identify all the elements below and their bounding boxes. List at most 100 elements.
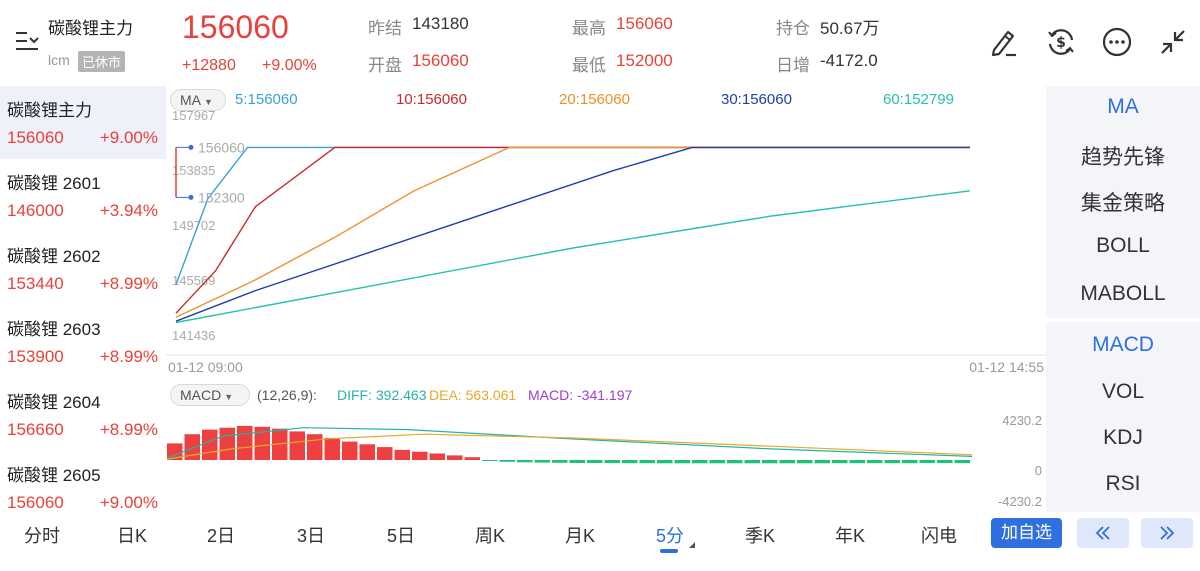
ma20-line — [175, 146, 970, 318]
tab-daily[interactable]: 日K — [116, 526, 148, 546]
x-start-label: 01-12 09:00 — [168, 359, 243, 375]
macd-params: (12,26,9): — [257, 387, 317, 403]
diff-line — [166, 427, 973, 459]
last-price: 156060 — [182, 9, 289, 45]
contract-price: 156060 — [7, 493, 64, 512]
indicator-vol[interactable]: VOL — [1101, 380, 1145, 403]
svg-text:$: $ — [1056, 35, 1066, 51]
macd-dropdown-label: MACD — [180, 387, 222, 403]
y-tick-label: 157967 — [172, 108, 215, 123]
tab-quarterly[interactable]: 季K — [744, 526, 776, 546]
chevron-down-icon: ▼ — [224, 392, 234, 402]
more-icon[interactable] — [1101, 26, 1133, 58]
kline-chart[interactable]: MA ▼ 5:156060 10:156060 20:156060 30:1560… — [166, 86, 1046, 512]
open-value: 156060 — [412, 51, 469, 70]
macd-value-legend: MACD: -341.197 — [528, 387, 633, 403]
collapse-icon[interactable] — [1157, 26, 1189, 58]
add-favorite-button[interactable]: 加自选 — [991, 518, 1062, 548]
ma30-legend: 30:156060 — [721, 91, 792, 108]
tab-2day[interactable]: 2日 — [206, 526, 236, 546]
list-item[interactable]: 碳酸锂 2602 153440 +8.99% — [0, 232, 166, 305]
prev-contract-button[interactable] — [1077, 518, 1129, 548]
indicator-ma[interactable]: MA — [1107, 95, 1139, 118]
active-tab-indicator — [660, 549, 678, 553]
timeframe-bar: 分时 日K 2日 3日 5日 周K 月K 5分 季K 年K 闪电 加自选 — [0, 512, 1200, 571]
macd-bar — [254, 426, 270, 460]
macd-bar — [447, 455, 463, 460]
price-change-abs: +12880 — [182, 57, 236, 74]
ma60-legend: 60:152799 — [883, 91, 954, 108]
indicator-trend-pioneer[interactable]: 趋势先锋 — [1081, 146, 1165, 169]
macd-bar — [534, 460, 550, 463]
double-chevron-right-icon — [1160, 526, 1175, 540]
indicator-rsi[interactable]: RSI — [1105, 472, 1141, 495]
contract-price: 156060 — [7, 128, 64, 147]
macd-bar — [954, 460, 970, 464]
indicator-boll[interactable]: BOLL — [1096, 234, 1150, 257]
dollar-refresh-icon[interactable]: $ — [1045, 26, 1077, 58]
ma-indicator-dropdown[interactable]: MA ▼ — [170, 89, 226, 111]
instrument-code: lcm — [48, 52, 70, 68]
macd-bar — [639, 460, 655, 464]
menu-filter-icon[interactable] — [14, 30, 40, 52]
open-interest-label: 持仓 — [776, 19, 810, 38]
ma5-line — [175, 146, 970, 285]
macd-bar — [307, 434, 323, 460]
market-status-badge: 已休市 — [78, 51, 126, 72]
double-chevron-left-icon — [1095, 526, 1110, 540]
ma60-line — [175, 190, 971, 324]
macd-bar — [919, 460, 935, 464]
contract-name: 碳酸锂 2601 — [7, 174, 101, 193]
macd-bar — [359, 444, 375, 460]
macd-dea-legend: DEA: 563.061 — [429, 387, 517, 403]
indicator-panel: MA 趋势先锋 集金策略 BOLL MABOLL MACD VOL KDJ RS… — [1046, 86, 1200, 512]
next-contract-button[interactable] — [1141, 518, 1193, 548]
open-label: 开盘 — [368, 56, 402, 75]
list-item[interactable]: 碳酸锂主力 156060 +9.00% — [0, 86, 166, 159]
quote-header: 碳酸锂主力 lcm 已休市 156060 +12880 +9.00% 昨结 14… — [0, 0, 1200, 86]
list-item[interactable]: 碳酸锂 2604 156660 +8.99% — [0, 378, 166, 451]
macd-bar — [622, 460, 638, 464]
macd-bar — [884, 460, 900, 464]
tab-flash[interactable]: 闪电 — [921, 526, 957, 546]
ma10-line — [175, 146, 970, 314]
pen-icon[interactable] — [988, 26, 1020, 58]
tab-intraday[interactable]: 分时 — [24, 526, 60, 546]
macd-bar — [569, 460, 585, 463]
macd-plot: 4230.2 0 -4230.2 — [166, 413, 1042, 509]
macd-bar — [464, 457, 480, 460]
chevron-down-icon: ▼ — [204, 97, 213, 107]
contract-pct: +8.99% — [99, 420, 158, 439]
daily-change-value: -4172.0 — [820, 51, 878, 70]
tab-5day[interactable]: 5日 — [386, 526, 416, 546]
price-change-pct: +9.00% — [262, 57, 317, 74]
list-item[interactable]: 碳酸锂 2603 153900 +8.99% — [0, 305, 166, 378]
list-item[interactable]: 碳酸锂 2605 156060 +9.00% — [0, 451, 166, 524]
indicator-kdj[interactable]: KDJ — [1103, 426, 1143, 449]
macd-bar — [674, 460, 690, 464]
dea-line — [166, 433, 973, 460]
indicator-macd[interactable]: MACD — [1092, 333, 1154, 356]
tab-5min[interactable]: 5分 — [655, 526, 685, 546]
contract-pct: +8.99% — [99, 347, 158, 366]
tab-weekly[interactable]: 周K — [474, 526, 506, 546]
high-value: 156060 — [616, 14, 673, 33]
tab-yearly[interactable]: 年K — [834, 526, 866, 546]
price-tag-label: 156060 — [198, 139, 245, 155]
contract-price: 153440 — [7, 274, 64, 293]
list-item[interactable]: 碳酸锂 2601 146000 +3.94% — [0, 159, 166, 232]
macd-bar — [237, 425, 253, 460]
macd-y-tick-label: 4230.2 — [1002, 413, 1042, 428]
macd-indicator-dropdown[interactable]: MACD ▼ — [170, 384, 250, 406]
macd-y-tick-label: 0 — [1035, 463, 1042, 478]
contract-pct: +8.99% — [99, 274, 158, 293]
indicator-fund-strategy[interactable]: 集金策略 — [1081, 192, 1165, 215]
macd-bar — [342, 441, 358, 460]
ma30-line — [175, 146, 970, 322]
indicator-maboll[interactable]: MABOLL — [1080, 282, 1166, 305]
macd-y-tick-label: -4230.2 — [998, 494, 1042, 509]
tab-monthly[interactable]: 月K — [564, 526, 596, 546]
y-tick-label: 153835 — [172, 163, 215, 178]
macd-bar — [499, 460, 515, 462]
tab-3day[interactable]: 3日 — [296, 526, 326, 546]
